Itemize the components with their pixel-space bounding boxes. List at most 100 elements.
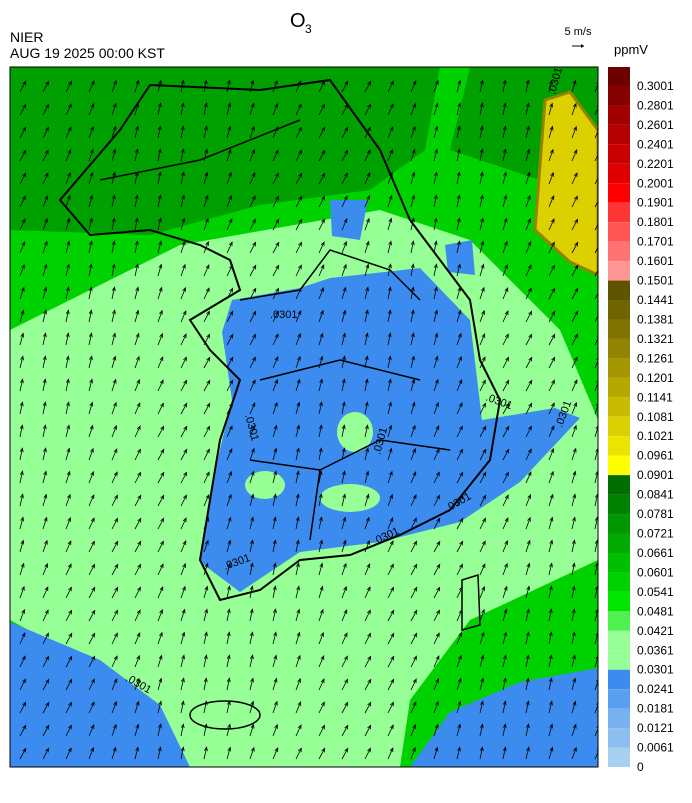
wind-arrow xyxy=(272,241,280,254)
unit: ppmV xyxy=(614,42,648,57)
wind-arrow xyxy=(456,171,461,185)
colorbar-box xyxy=(608,105,630,125)
wind-arrow xyxy=(134,332,140,346)
wind-arrow xyxy=(502,494,509,507)
wind-arrow xyxy=(318,309,324,323)
wind-arrow xyxy=(479,148,484,162)
wind-arrow xyxy=(571,287,579,300)
wind-arrow xyxy=(318,103,326,116)
wind-arrow xyxy=(295,80,302,93)
wind-arrow xyxy=(19,470,24,484)
wind-arrow xyxy=(157,540,164,553)
wind-arrow xyxy=(318,516,323,530)
wind-arrow xyxy=(433,563,441,576)
wind-arrow xyxy=(548,700,553,714)
wind-arrow xyxy=(502,448,510,461)
wind-arrow xyxy=(364,724,372,737)
wind-arrow xyxy=(456,263,461,277)
wind-arrow xyxy=(318,493,323,507)
wind-arrow xyxy=(433,448,440,461)
wind-arrow xyxy=(502,677,507,691)
wind-arrow xyxy=(88,263,93,277)
wind-arrow xyxy=(180,402,188,415)
colorbar-label: 0.1381 xyxy=(637,312,674,326)
wind-arrow xyxy=(65,401,70,415)
wind-arrow xyxy=(433,425,440,438)
wind-arrow xyxy=(295,447,300,461)
wind-arrow xyxy=(410,171,416,185)
wind-arrow xyxy=(65,678,73,691)
wind-arrow xyxy=(88,332,93,346)
wind-arrow xyxy=(111,424,117,438)
wind-arrow xyxy=(571,125,577,139)
wind-arrow xyxy=(456,631,462,645)
wind-arrow xyxy=(42,609,49,622)
wind-arrow xyxy=(387,517,394,530)
wind-arrow xyxy=(387,632,395,645)
wind-arrow xyxy=(479,723,484,737)
wind-arrow xyxy=(525,493,531,507)
wind-arrow xyxy=(479,125,484,139)
wind-arrow xyxy=(19,632,26,645)
wind-arrow xyxy=(203,539,209,553)
wind-arrow xyxy=(180,379,188,392)
wind-arrow xyxy=(226,493,232,507)
wind-arrow xyxy=(479,171,484,185)
wind-arrow xyxy=(548,310,556,323)
wind-arrow xyxy=(157,746,162,760)
wind-arrow xyxy=(341,195,348,208)
wind-arrow xyxy=(180,471,188,484)
wind-arrow xyxy=(387,355,392,369)
wind-arrow xyxy=(157,654,163,668)
wind-arrow xyxy=(19,378,24,392)
wind-arrow xyxy=(272,149,279,162)
wind-arrow xyxy=(548,79,553,93)
colorbar-label: 0.0241 xyxy=(637,682,674,696)
title: O xyxy=(290,10,306,32)
wind-arrow xyxy=(272,264,280,277)
wind-arrow xyxy=(272,195,280,208)
wind-arrow xyxy=(157,102,162,116)
wind-arrow xyxy=(341,724,349,737)
colorbar-label: 0.2001 xyxy=(637,176,674,190)
wind-arrow xyxy=(433,723,439,737)
wind-arrow xyxy=(341,240,347,254)
wind-arrow xyxy=(571,746,577,760)
wind-arrow xyxy=(387,194,393,208)
wind-arrow xyxy=(479,333,486,346)
wind-arrow xyxy=(134,309,140,323)
wind-arrow xyxy=(456,746,461,760)
wind-arrow xyxy=(65,103,72,116)
wind-arrow xyxy=(364,149,371,162)
wind-arrow xyxy=(157,240,162,254)
wind-arrow xyxy=(364,678,372,691)
colorbar-box xyxy=(608,397,630,417)
wind-arrow xyxy=(341,562,347,576)
wind-arrow xyxy=(226,700,231,714)
colorbar-box xyxy=(608,416,630,437)
wind-arrow xyxy=(571,723,577,737)
wind-arrow xyxy=(433,609,440,622)
wind-arrow xyxy=(548,585,553,599)
wind-arrow xyxy=(364,172,371,185)
wind-arrow xyxy=(19,126,27,139)
agency: NIER xyxy=(10,29,43,45)
wind-arrow xyxy=(19,747,27,760)
wind-arrow xyxy=(249,102,255,116)
wind-arrow xyxy=(387,563,394,576)
wind-arrow xyxy=(19,493,24,507)
wind-arrow xyxy=(180,286,186,300)
wind-arrow xyxy=(249,241,257,254)
wind-arrow xyxy=(548,746,554,760)
wind-arrow xyxy=(88,424,94,438)
wind-arrow xyxy=(387,655,395,668)
wind-arrow xyxy=(249,516,254,530)
field-low xyxy=(410,668,598,767)
wind-arrow xyxy=(88,355,93,369)
wind-arrow xyxy=(341,126,349,139)
wind-arrow xyxy=(318,401,323,415)
wind-arrow xyxy=(226,448,233,461)
colorbar-label: 0.0361 xyxy=(637,643,674,657)
wind-arrow xyxy=(180,79,185,93)
wind-arrow xyxy=(433,586,441,599)
